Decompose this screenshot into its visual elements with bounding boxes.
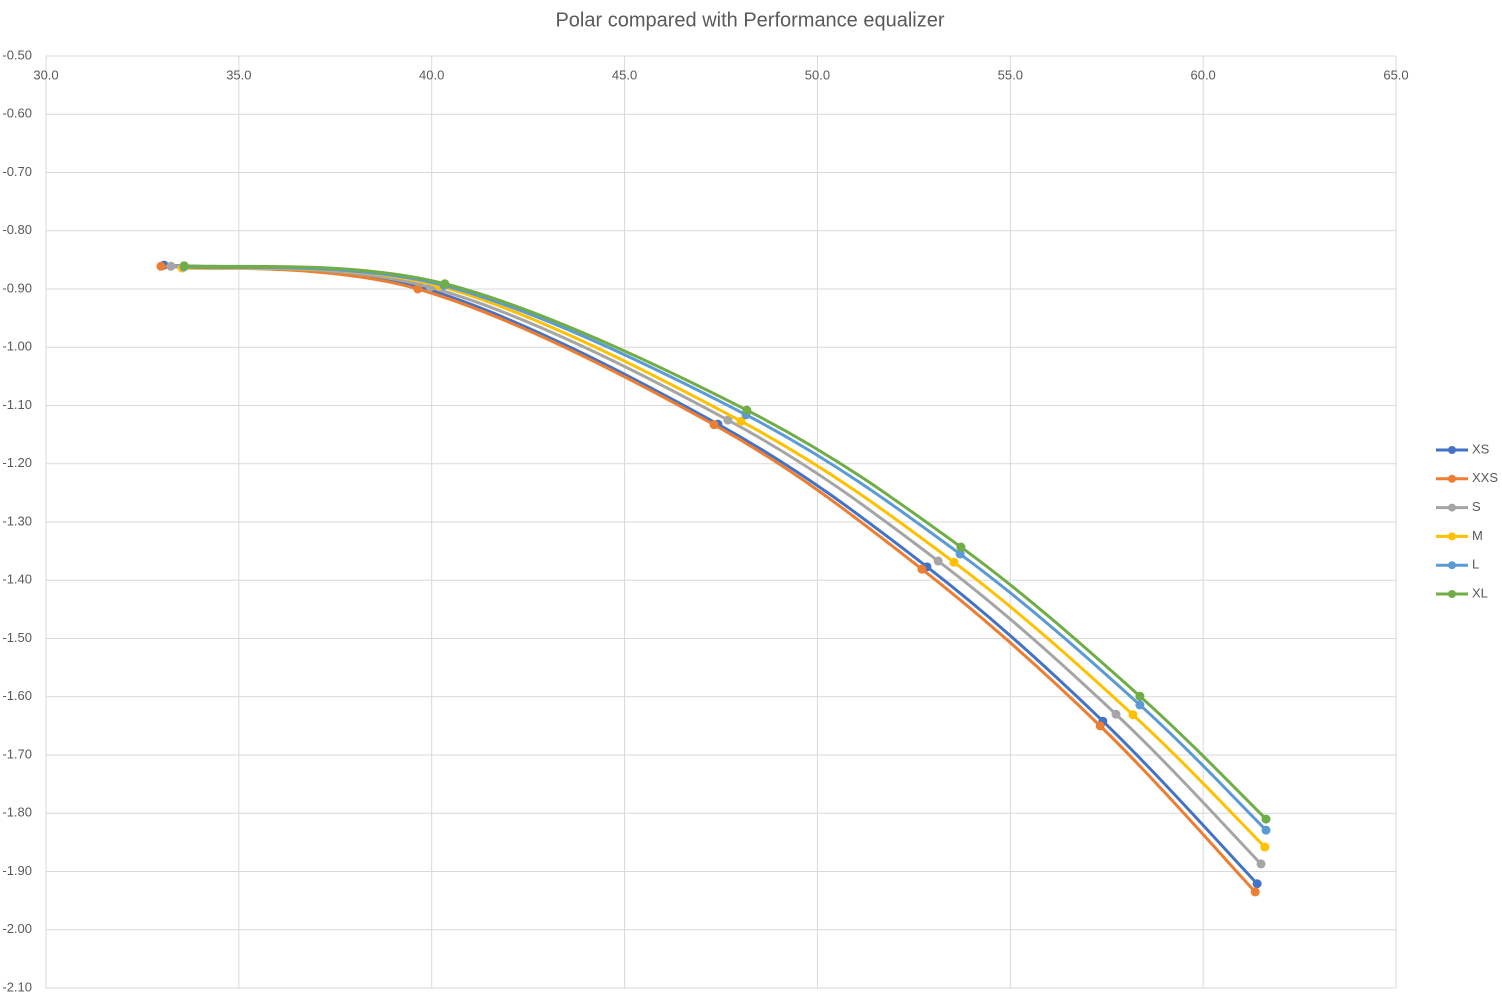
y-tick-label: -1.40 bbox=[2, 572, 32, 587]
legend-label: M bbox=[1472, 528, 1483, 543]
marker bbox=[933, 556, 943, 566]
marker bbox=[179, 261, 189, 271]
marker bbox=[1261, 825, 1271, 835]
series-line bbox=[182, 266, 1266, 849]
x-tick-label: 50.0 bbox=[805, 67, 830, 82]
y-tick-label: -1.30 bbox=[2, 513, 32, 528]
marker bbox=[413, 284, 423, 294]
marker bbox=[736, 416, 746, 426]
marker bbox=[1261, 814, 1271, 824]
x-tick-label: 55.0 bbox=[998, 67, 1023, 82]
y-tick-label: -1.90 bbox=[2, 863, 32, 878]
y-tick-label: -1.20 bbox=[2, 455, 32, 470]
marker bbox=[1095, 721, 1105, 731]
marker bbox=[1135, 700, 1145, 710]
marker bbox=[956, 542, 966, 552]
series-line bbox=[170, 264, 1263, 865]
marker bbox=[917, 564, 927, 574]
y-tick-label: -1.00 bbox=[2, 339, 32, 354]
marker bbox=[1256, 859, 1266, 869]
marker bbox=[1250, 887, 1260, 897]
legend-marker bbox=[1448, 446, 1456, 454]
legend-label: S bbox=[1472, 499, 1481, 514]
marker bbox=[1135, 691, 1145, 701]
marker bbox=[166, 261, 176, 271]
x-tick-label: 30.0 bbox=[33, 67, 58, 82]
legend-marker bbox=[1448, 503, 1456, 512]
y-tick-label: -1.60 bbox=[2, 688, 32, 703]
marker bbox=[742, 405, 752, 415]
x-tick-label: 65.0 bbox=[1383, 67, 1408, 82]
marker bbox=[955, 549, 965, 559]
x-tick-label: 60.0 bbox=[1190, 67, 1215, 82]
marker bbox=[1252, 879, 1262, 889]
y-tick-label: -0.80 bbox=[2, 222, 32, 237]
series-line bbox=[163, 263, 1259, 885]
series-line bbox=[183, 264, 1268, 821]
marker bbox=[1111, 709, 1121, 719]
legend-marker bbox=[1448, 590, 1456, 598]
marker bbox=[1128, 710, 1138, 720]
series-line bbox=[160, 264, 1257, 893]
y-tick-label: -0.50 bbox=[2, 47, 32, 62]
legend-label: XS bbox=[1472, 441, 1490, 456]
marker bbox=[1260, 842, 1270, 852]
legend-label: XXS bbox=[1472, 470, 1498, 485]
marker bbox=[156, 261, 166, 271]
marker bbox=[440, 279, 450, 289]
chart-title: Polar compared with Performance equalize… bbox=[555, 9, 944, 31]
legend-label: XL bbox=[1472, 585, 1488, 600]
legend-marker bbox=[1448, 532, 1456, 541]
legend-marker bbox=[1448, 474, 1456, 483]
series-line bbox=[183, 265, 1268, 832]
legend-label: L bbox=[1472, 557, 1479, 572]
x-tick-label: 40.0 bbox=[419, 67, 444, 82]
x-tick-label: 35.0 bbox=[226, 67, 251, 82]
x-tick-label: 45.0 bbox=[612, 67, 637, 82]
y-tick-label: -1.50 bbox=[2, 630, 32, 645]
y-tick-label: -1.80 bbox=[2, 805, 32, 820]
y-tick-label: -0.90 bbox=[2, 280, 32, 295]
y-tick-label: -0.60 bbox=[2, 106, 32, 121]
marker bbox=[709, 420, 719, 430]
y-tick-label: -1.70 bbox=[2, 746, 32, 761]
legend-marker bbox=[1448, 561, 1456, 570]
y-tick-label: -1.10 bbox=[2, 397, 32, 412]
y-tick-label: -2.00 bbox=[2, 921, 32, 936]
marker bbox=[949, 557, 959, 567]
y-tick-label: -2.10 bbox=[2, 979, 32, 994]
marker bbox=[723, 415, 733, 425]
y-tick-label: -0.70 bbox=[2, 164, 32, 179]
